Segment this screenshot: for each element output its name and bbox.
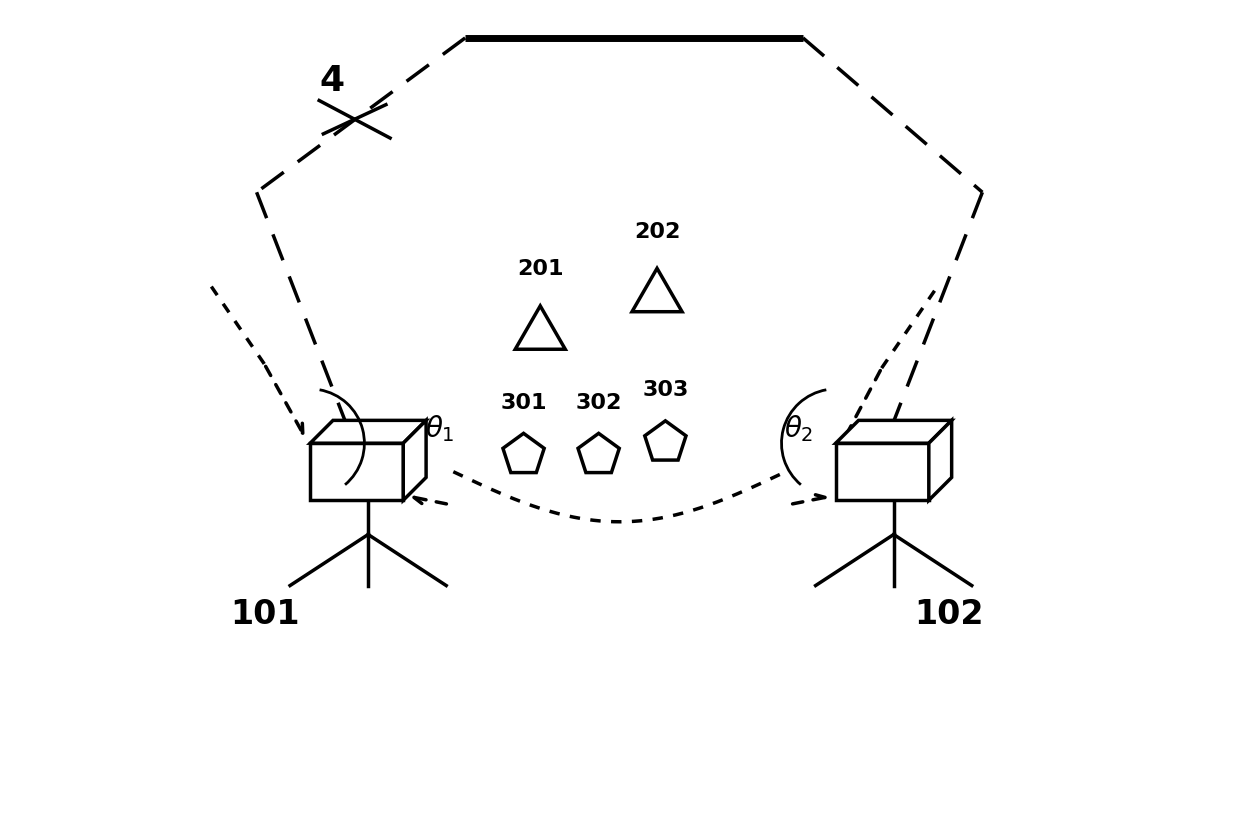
Polygon shape <box>310 444 403 501</box>
Text: 301: 301 <box>501 392 546 412</box>
Text: 4: 4 <box>320 64 344 98</box>
Polygon shape <box>929 421 952 501</box>
Text: 302: 302 <box>575 392 622 412</box>
Text: 303: 303 <box>642 380 689 400</box>
Polygon shape <box>836 444 929 501</box>
Text: 201: 201 <box>517 259 564 279</box>
Text: $\theta_2$: $\theta_2$ <box>784 413 814 443</box>
Polygon shape <box>836 421 952 444</box>
Text: 101: 101 <box>230 598 300 630</box>
Polygon shape <box>310 421 426 444</box>
Text: $\theta_1$: $\theta_1$ <box>425 413 455 443</box>
Text: 102: 102 <box>914 598 984 630</box>
Polygon shape <box>403 421 426 501</box>
Text: 202: 202 <box>634 222 680 242</box>
